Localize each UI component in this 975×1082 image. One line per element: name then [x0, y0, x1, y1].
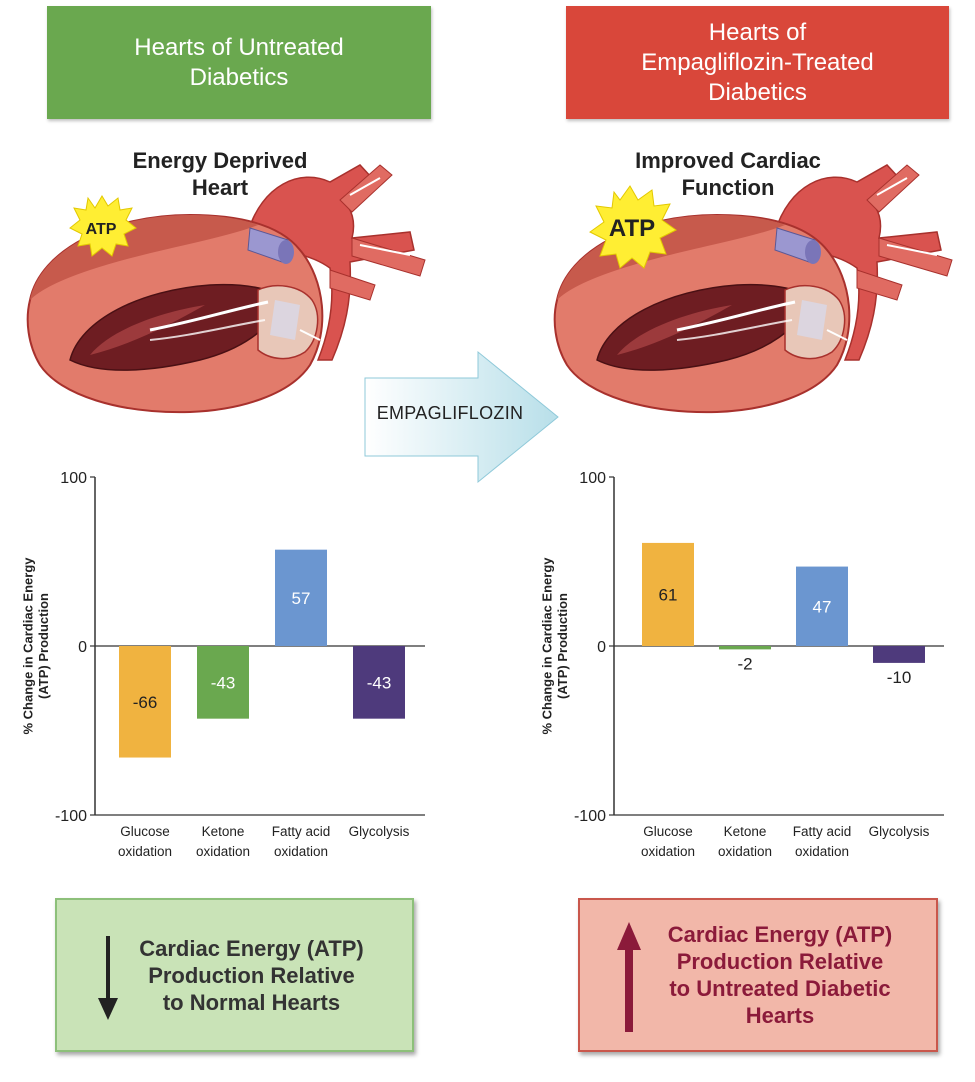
bar-2 [796, 566, 848, 646]
category-label-line2: oxidation [196, 844, 250, 859]
category-label: Glucose [120, 824, 170, 839]
header-treated-line3: Diabetics [708, 78, 807, 106]
outcome-box-treated: Cardiac Energy (ATP) Production Relative… [578, 898, 938, 1052]
bar-value-label: -2 [737, 654, 752, 673]
y-tick-label: 100 [579, 470, 606, 487]
bar-value-label: -43 [367, 673, 392, 692]
y-axis-label: % Change in Cardiac Energy(ATP) Producti… [20, 557, 51, 735]
outcome-treated-line3: to Untreated Diabetic [669, 976, 891, 1001]
bar-0 [119, 646, 171, 758]
y-tick-label: -100 [574, 808, 606, 825]
category-label: Fatty acid [793, 824, 852, 839]
category-label-line2: oxidation [118, 844, 172, 859]
atp-label-large: ATP [609, 215, 655, 242]
heart-title-treated-line2: Function [681, 175, 775, 200]
bar-3 [353, 646, 405, 719]
category-label-line2: oxidation [274, 844, 328, 859]
bar-1 [197, 646, 249, 719]
y-tick-label: -100 [55, 808, 87, 825]
category-label: Ketone [724, 824, 767, 839]
arrow-up-icon [617, 922, 641, 1032]
outcome-untreated-line1: Cardiac Energy (ATP) [139, 935, 364, 961]
heart-title-treated-line1: Improved Cardiac [635, 148, 821, 173]
heart-title-untreated-line1: Energy Deprived [132, 148, 308, 173]
outcome-treated-line4: Hearts [745, 1003, 815, 1028]
outcome-text-treated: Cardiac Energy (ATP) Production Relative… [668, 921, 893, 1029]
heart-title-untreated-line2: Heart [191, 175, 249, 200]
header-untreated-line2: Diabetics [189, 63, 289, 91]
heart-title-treated: Improved Cardiac Function [578, 147, 878, 201]
outcome-untreated-line3: to Normal Hearts [162, 989, 341, 1015]
category-label-line2: oxidation [641, 844, 695, 859]
header-treated-line1: Hearts of [708, 18, 807, 46]
outcome-box-untreated: Cardiac Energy (ATP) Production Relative… [55, 898, 414, 1052]
y-axis-label: % Change in Cardiac Energy(ATP) Producti… [539, 557, 570, 735]
bar-3 [873, 646, 925, 663]
outcome-treated-line2: Production Relative [676, 949, 884, 974]
header-treated: Hearts of Empagliflozin-Treated Diabetic… [566, 6, 949, 119]
heart-title-untreated: Energy Deprived Heart [70, 147, 370, 201]
chart-treated: 100 0 -100 % Change in Cardiac Energy(ATP) … [539, 470, 944, 859]
header-untreated-line1: Hearts of Untreated [134, 33, 344, 61]
bar-value-label: -10 [887, 668, 912, 687]
category-label-line2: oxidation [795, 844, 849, 859]
category-label: Fatty acid [272, 824, 331, 839]
bar-1 [719, 646, 771, 650]
header-treated-line2: Empagliflozin-Treated [641, 48, 874, 76]
transition-arrow-icon [364, 350, 559, 484]
category-label: Ketone [202, 824, 245, 839]
outcome-text-untreated: Cardiac Energy (ATP) Production Relative… [139, 935, 364, 1016]
category-label-line2: oxidation [718, 844, 772, 859]
bar-value-label: -66 [133, 693, 158, 712]
bar-value-label: 61 [659, 585, 678, 604]
chart-untreated: 100 0 -100 % Change in Cardiac Energy(ATP) … [20, 470, 425, 859]
bar-value-label: 47 [813, 597, 832, 616]
bar-value-label: 57 [292, 589, 311, 608]
category-label: Glycolysis [869, 824, 930, 839]
category-label: Glycolysis [349, 824, 410, 839]
outcome-untreated-line2: Production Relative [148, 962, 355, 988]
bar-value-label: -43 [211, 673, 236, 692]
atp-label-small: ATP [86, 221, 117, 238]
bar-2 [275, 549, 327, 646]
y-tick-label: 0 [597, 639, 606, 656]
y-tick-label: 100 [60, 470, 87, 487]
transition-label: EMPAGLIFLOZIN [376, 403, 524, 423]
outcome-treated-line1: Cardiac Energy (ATP) [667, 922, 893, 947]
atp-burst-small: ATP [69, 195, 137, 257]
bar-0 [642, 542, 694, 646]
arrow-down-icon [98, 936, 118, 1020]
category-label: Glucose [643, 824, 693, 839]
y-tick-label: 0 [78, 639, 87, 656]
atp-burst-large: ATP [589, 185, 677, 269]
header-untreated: Hearts of Untreated Diabetics [47, 6, 431, 119]
